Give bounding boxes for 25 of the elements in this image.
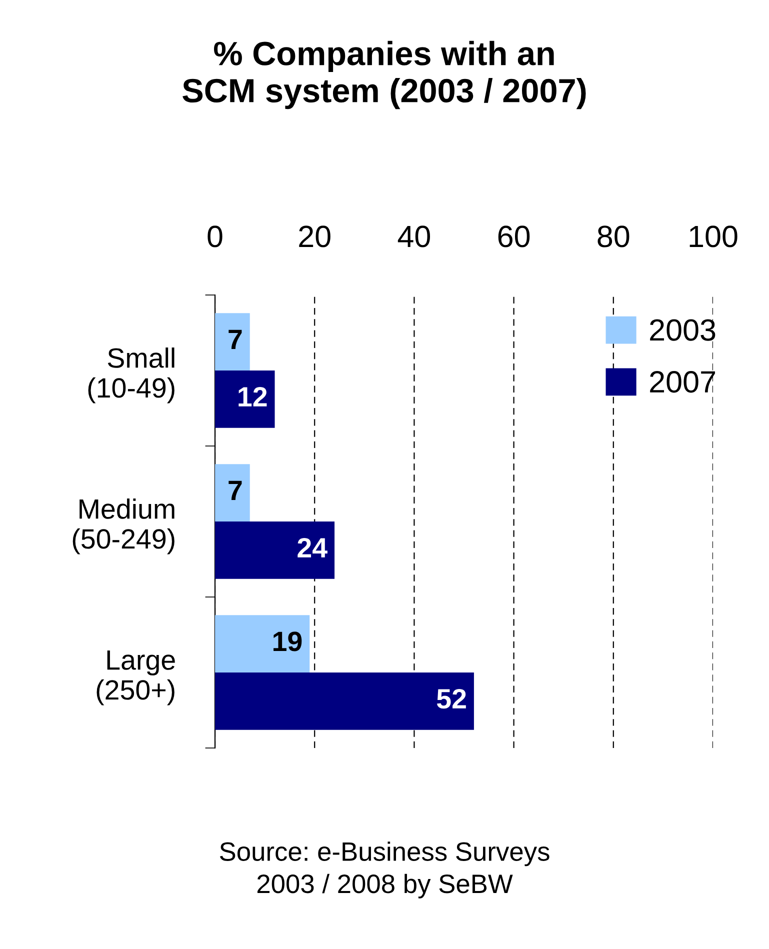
source-note: Source: e-Business Surveys 2003 / 2008 by SeBW bbox=[220, 842, 550, 898]
x-tick-label: 80 bbox=[598, 226, 630, 248]
x-tick-label: 40 bbox=[398, 226, 430, 248]
bar bbox=[215, 615, 310, 672]
x-tick-label: 20 bbox=[299, 226, 330, 248]
x-tick-label: 100 bbox=[690, 226, 738, 248]
data-label: 7 bbox=[228, 330, 242, 349]
y-tick-label: Medium (50-249) bbox=[72, 498, 174, 554]
data-label: 52 bbox=[436, 688, 466, 709]
bar bbox=[215, 522, 335, 579]
y-tick-label: Large (250+) bbox=[96, 650, 175, 706]
legend-label: 2003 bbox=[650, 319, 716, 341]
bar bbox=[215, 313, 250, 370]
x-tick-label: 60 bbox=[498, 226, 530, 248]
y-tick-label: Small (10-49) bbox=[88, 347, 174, 404]
data-label: 24 bbox=[298, 538, 328, 558]
x-tick-label: 0 bbox=[208, 226, 222, 248]
data-label: 7 bbox=[228, 480, 242, 500]
bar bbox=[215, 672, 474, 730]
bar bbox=[215, 370, 275, 428]
bar bbox=[215, 464, 250, 522]
legend-label: 2007 bbox=[650, 371, 715, 393]
chart-title: % Companies with an SCM system (2003 / 2007) bbox=[182, 40, 586, 110]
data-label: 19 bbox=[274, 632, 302, 652]
data-label: 12 bbox=[238, 386, 267, 406]
